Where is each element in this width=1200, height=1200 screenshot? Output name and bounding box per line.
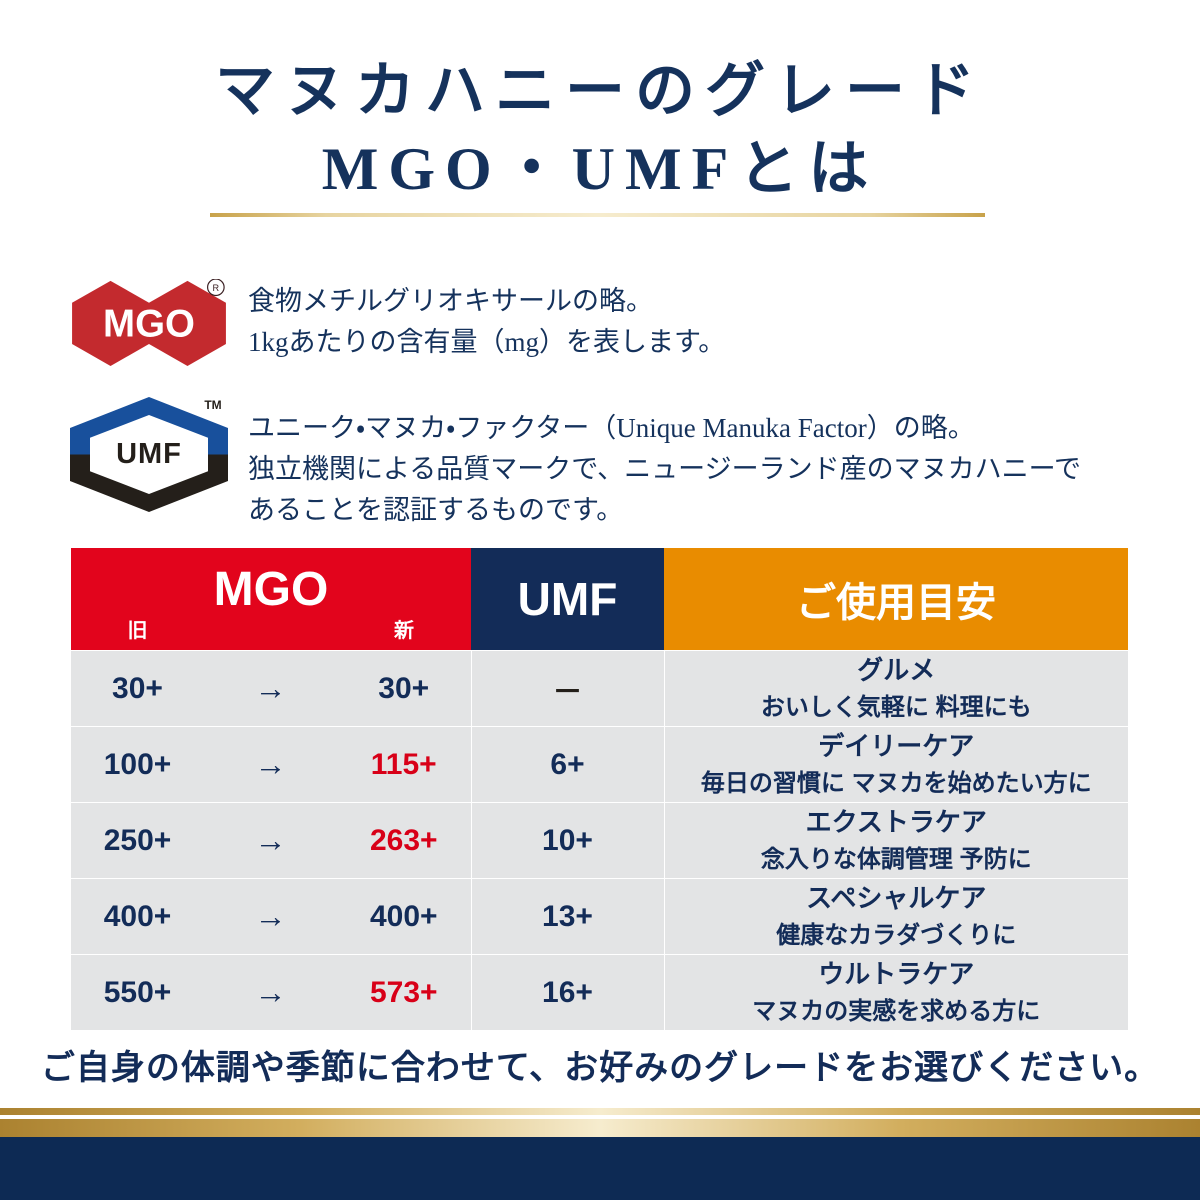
svg-text:MGO: MGO <box>103 303 195 346</box>
svg-text:UMF: UMF <box>116 438 182 470</box>
svg-text:R: R <box>213 283 220 293</box>
svg-text:TM: TM <box>204 398 221 412</box>
